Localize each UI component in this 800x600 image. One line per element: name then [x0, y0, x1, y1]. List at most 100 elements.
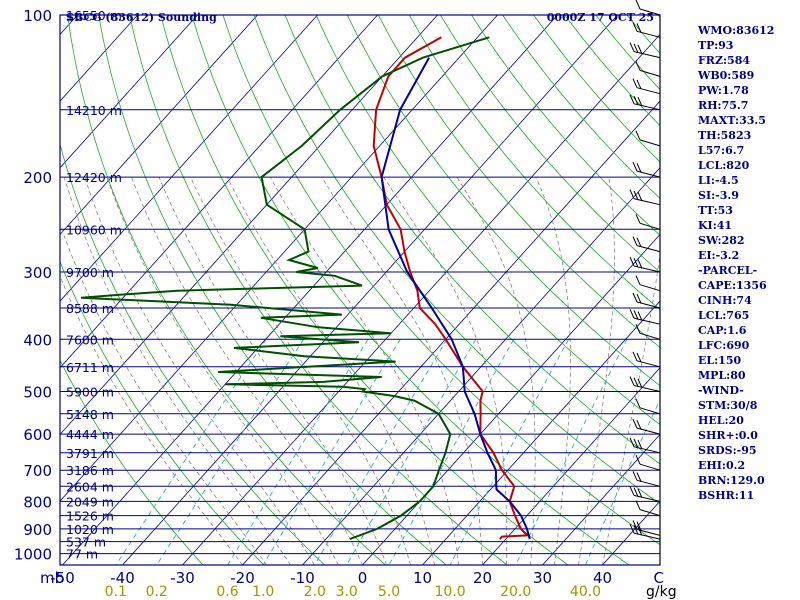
dry-adiabat-line	[98, 15, 447, 565]
isotherm-line	[0, 15, 18, 565]
height-label: 3186 m	[66, 463, 114, 478]
height-label: 16550 m	[66, 8, 122, 23]
height-label: 2604 m	[66, 479, 114, 494]
pressure-unit-label: mb	[40, 569, 64, 587]
param-item: EHI:0.2	[698, 459, 746, 472]
parcel-profile	[380, 57, 531, 540]
pressure-tick-label: 700	[23, 462, 52, 480]
param-item: CAPE:1356	[698, 279, 767, 292]
height-label: 2049 m	[66, 494, 114, 509]
wind-barb	[629, 523, 661, 540]
dry-adiabat-line	[160, 15, 569, 565]
param-item: LCL:820	[698, 159, 750, 172]
dry-adiabat-line	[253, 15, 660, 505]
profile-lines	[80, 36, 531, 541]
plot-frame	[59, 14, 661, 566]
pressure-tick-label: 800	[23, 493, 52, 511]
height-label: 5900 m	[66, 385, 114, 400]
isotherm-line	[122, 15, 618, 565]
mixing-ratio-line	[346, 339, 477, 565]
moist-adiabat-line	[578, 177, 615, 565]
moist-adiabat-line	[60, 275, 243, 565]
temperature-tick-label: -30	[170, 569, 195, 587]
dry-adiabat-line	[67, 15, 386, 565]
height-label: 12420 m	[66, 170, 122, 185]
temperature-tick-label: -40	[110, 569, 135, 587]
isotherm-line	[182, 33, 660, 565]
isotherm-line	[60, 15, 378, 369]
wind-barb	[632, 236, 661, 253]
isotherm-line	[60, 15, 498, 502]
pressure-tick-label: 500	[23, 384, 52, 402]
mixing-ratio-label: 40.0	[570, 584, 601, 600]
moist-adiabat-line	[63, 176, 291, 565]
temperature-unit-label: C	[654, 569, 664, 587]
height-label: 14210 m	[66, 103, 122, 118]
dry-adiabat-line	[440, 15, 660, 273]
param-item: CINH:74	[698, 294, 752, 307]
dry-adiabat-line	[60, 260, 265, 565]
pressure-tick-label: 900	[23, 521, 52, 539]
moist-adiabat-line	[190, 176, 411, 565]
wind-barb	[629, 486, 661, 502]
dry-adiabat-line	[222, 15, 660, 546]
mixing-ratio-line	[115, 339, 267, 565]
wind-barb	[629, 94, 661, 111]
param-item: LCL:765	[698, 309, 750, 322]
dewpoint-profile	[80, 36, 490, 541]
temperature-profile	[372, 36, 530, 540]
height-label: 7600 m	[66, 332, 114, 347]
temperature-tick-label: -20	[230, 569, 255, 587]
moist-adiabat-line	[456, 176, 536, 565]
sounding-parameters: WMO:83612 TP:93 FRZ:584 WB0:589 PW:1.78 RH:75…	[698, 23, 774, 503]
param-item: WB0:589	[698, 69, 755, 82]
param-item: KI:41	[698, 219, 733, 232]
height-label: 1020 m	[66, 522, 114, 537]
mixing-ratio-line	[314, 339, 448, 565]
param-item: TP:93	[698, 39, 734, 52]
param-item: HEL:20	[698, 414, 744, 427]
dry-adiabat-line	[129, 15, 508, 565]
param-item: BRN:129.0	[698, 474, 765, 487]
moist-adiabat-line	[321, 176, 483, 565]
pressure-tick-label: 600	[23, 426, 52, 444]
moist-adiabat-line	[269, 176, 459, 565]
mixing-ratio-unit-label: g/kg	[646, 584, 677, 600]
mixing-ratio-label: 0.2	[146, 584, 168, 600]
chart-grid	[0, 15, 660, 565]
moist-adiabat-line	[131, 176, 363, 565]
param-item: -PARCEL-	[698, 264, 758, 277]
height-label: 1526 m	[66, 509, 114, 524]
mixing-ratio-line	[585, 398, 660, 565]
wind-barb	[629, 189, 661, 206]
isotherm-line	[62, 15, 558, 565]
temperature-tick-label: 40	[593, 569, 612, 587]
wind-barb	[632, 520, 661, 536]
wind-barb	[635, 130, 661, 147]
pressure-tick-label: 400	[23, 331, 52, 349]
height-label: 8588 m	[66, 301, 114, 316]
wind-barb	[632, 292, 661, 309]
height-label: 9700 m	[66, 265, 114, 280]
wind-barb	[629, 376, 661, 392]
mixing-ratio-line	[515, 339, 628, 565]
mixing-ratio-label: 1.0	[252, 584, 274, 600]
param-item: L57:6.7	[698, 144, 745, 157]
wind-barb	[632, 78, 661, 95]
mixing-ratio-line	[262, 339, 401, 565]
isotherm-line	[362, 233, 660, 565]
wind-barb	[632, 351, 661, 368]
isotherm-line	[542, 433, 660, 565]
moist-adiabat-line	[84, 176, 315, 565]
wind-barb	[632, 418, 661, 435]
dry-adiabat-line	[60, 359, 204, 565]
wind-barb	[635, 454, 661, 471]
height-label: 6711 m	[66, 360, 114, 375]
temperature-tick-label: -50	[50, 569, 75, 587]
time-title: 0000Z 17 OCT 25	[547, 11, 654, 24]
mixing-ratio-label: 0.6	[216, 584, 238, 600]
pressure-tick-label: 100	[23, 7, 52, 25]
mixing-ratio-label: 3.0	[336, 584, 358, 600]
wind-barb	[635, 0, 661, 16]
